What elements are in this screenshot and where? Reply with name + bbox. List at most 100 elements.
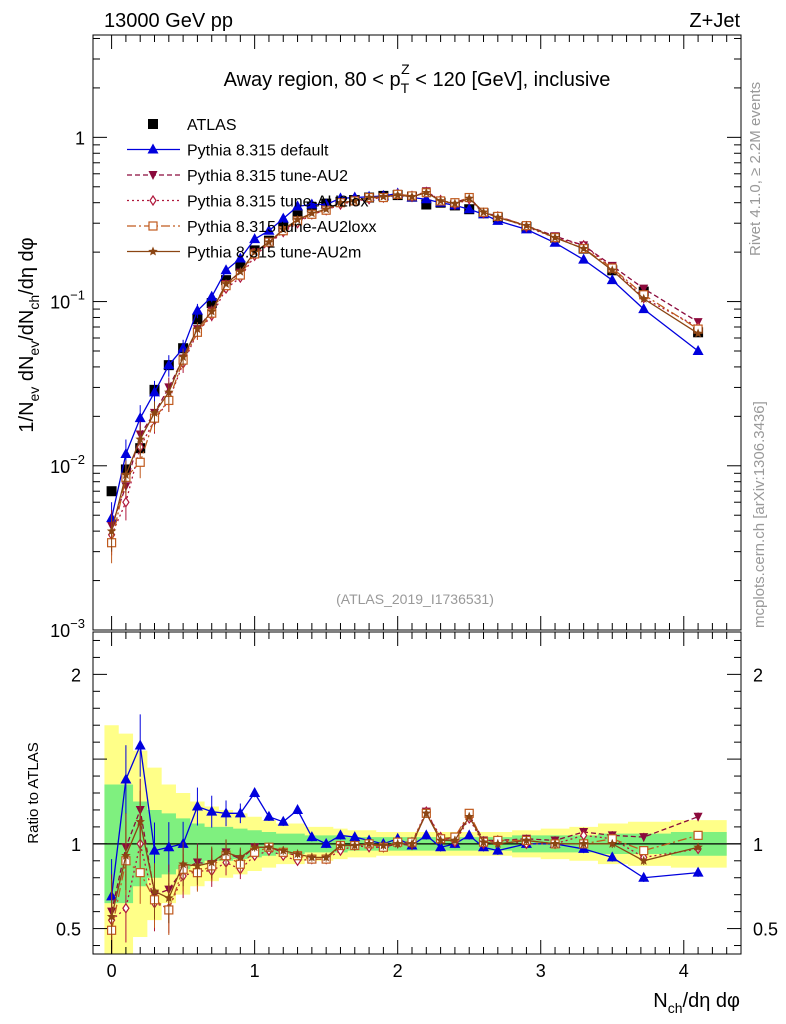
- y-tick-label-base: 10: [50, 457, 70, 477]
- ylabel-c: /dN: [16, 310, 38, 341]
- ratio-plot-axes: 0 1 2 3 4 0.5 0.5 1 1 2 2: [56, 632, 778, 981]
- ratio-point-au2m: [149, 886, 160, 896]
- ratio-line-au2m: [110, 811, 699, 917]
- ratio-point-au2m: [378, 840, 389, 850]
- data-point-au2m: [164, 387, 174, 397]
- main-plot-frame: [92, 34, 742, 631]
- ratio-point-au2m: [249, 842, 260, 852]
- header-left: 13000 GeV pp: [104, 10, 233, 32]
- plot-title-pre: Away region, 80 < p: [224, 69, 401, 91]
- legend-label: Pythia 8.315 tune-AU2loxx: [187, 219, 376, 236]
- ratio-point-au2m: [407, 838, 417, 848]
- data-point-default: [149, 386, 161, 397]
- plot-title-sub: T: [401, 80, 410, 96]
- plot-title-post: < 120 [GeV], inclusive: [410, 69, 611, 91]
- data-point-au2m: [249, 247, 260, 257]
- ratio-x-tick-label: 2: [393, 961, 403, 981]
- data-point-default: [234, 252, 246, 263]
- y-tick-label: 10−1: [50, 288, 85, 313]
- legend: ATLAS Pythia 8.315 default Pythia 8.315 tu…: [127, 117, 376, 262]
- ratio-point-au2m: [450, 835, 460, 845]
- legend-marker: [148, 221, 158, 231]
- data-point-au2m: [192, 324, 203, 334]
- ratio-x-tick-label: 1: [250, 961, 260, 981]
- ratio-point-default: [120, 773, 132, 784]
- data-point-au2m: [235, 266, 246, 276]
- ratio-point-au2m: [335, 840, 346, 850]
- ratio-point-default: [234, 807, 246, 818]
- ratio-y-tick-label-left: 0.5: [56, 920, 81, 940]
- series-line-au2: [110, 190, 699, 527]
- xlabel-a-sub: ch: [668, 1000, 683, 1016]
- data-point-default: [206, 290, 218, 301]
- data-point-au2m: [135, 434, 145, 444]
- data-point-au2m: [435, 195, 446, 205]
- data-point-au2m: [638, 293, 649, 303]
- data-point-au2m: [607, 265, 618, 275]
- ratio-point-default: [606, 851, 618, 862]
- data-point-au2m: [378, 191, 389, 201]
- data-point-au2m: [478, 207, 489, 217]
- data-point-default: [220, 264, 232, 275]
- data-point-default: [177, 342, 189, 353]
- ratio-point-au2m: [235, 852, 246, 862]
- ratio-point-default: [249, 787, 261, 797]
- series-au2m: [106, 187, 703, 552]
- ratio-point-default: [320, 837, 332, 848]
- ratio-y-tick-label-left: 2: [71, 665, 81, 685]
- ratio-point-au2m: [464, 811, 474, 821]
- ratio-point-au2m: [135, 816, 145, 826]
- ratio-plot-frame: [92, 631, 742, 955]
- ratio-point-default: [463, 829, 475, 840]
- ratio-point-au2m: [578, 838, 589, 848]
- legend-entry: Pythia 8.315 default: [127, 143, 329, 160]
- ratio-point-default: [420, 829, 432, 840]
- data-point-default: [163, 359, 175, 370]
- mcplots-label: mcplots.cern.ch [arXiv:1306.3436]: [751, 401, 768, 628]
- ylabel-b: dN: [16, 356, 38, 387]
- data-point-au2m: [178, 351, 188, 361]
- ratio-point-au2m: [178, 859, 188, 869]
- series-au2lox: [107, 186, 702, 556]
- data-point-default: [191, 304, 203, 315]
- ratio-point-au2loxx: [693, 830, 703, 840]
- data-point-default: [638, 303, 650, 314]
- ratio-point-au2m: [106, 911, 117, 921]
- y-tick-label: 1: [75, 128, 85, 148]
- data-point-au2m: [278, 224, 289, 234]
- ratio-point-au2m: [392, 838, 403, 848]
- ratio-point-default: [163, 841, 175, 852]
- legend-entry: ATLAS: [148, 117, 237, 134]
- ratio-point-au2m: [264, 842, 274, 852]
- legend-marker: [147, 143, 159, 154]
- data-point-au2m: [206, 306, 217, 316]
- series-atlas: [106, 190, 704, 497]
- data-point-au2m: [321, 204, 331, 214]
- data-point-au2m: [292, 214, 303, 224]
- ratio-point-default: [134, 739, 146, 750]
- data-point-au2m: [121, 469, 131, 479]
- data-point-default: [692, 344, 704, 355]
- y-tick-label-base: 10: [50, 621, 70, 641]
- ratio-x-tick-label: 0: [107, 961, 117, 981]
- ratio-point-default: [292, 803, 304, 814]
- data-point-au2m: [550, 232, 560, 242]
- data-point-default: [134, 412, 146, 423]
- ratio-point-au2: [639, 833, 649, 843]
- ylabel-a: 1/N: [16, 401, 38, 432]
- ratio-x-tick-label: 4: [679, 961, 689, 981]
- ratio-point-default: [277, 815, 289, 826]
- data-point-au2m: [464, 193, 474, 203]
- ratio-point-au2: [693, 812, 703, 822]
- data-point-default: [277, 212, 289, 223]
- data-point-default: [263, 224, 275, 235]
- ratio-xlabel: Nch/dη dφ: [653, 990, 740, 1016]
- ratio-point-default: [220, 807, 232, 818]
- ratio-point-default: [492, 844, 504, 855]
- ratio-point-au2m: [550, 838, 560, 848]
- y-tick-label-exp: −1: [70, 288, 85, 303]
- ratio-line-default: [110, 743, 699, 897]
- y-tick-label-exp: −3: [70, 616, 85, 631]
- xlabel-b: /dη dφ: [683, 990, 740, 1012]
- main-panel: 110−110−210−3 Away region, 80 < pTZ < 12…: [16, 34, 742, 641]
